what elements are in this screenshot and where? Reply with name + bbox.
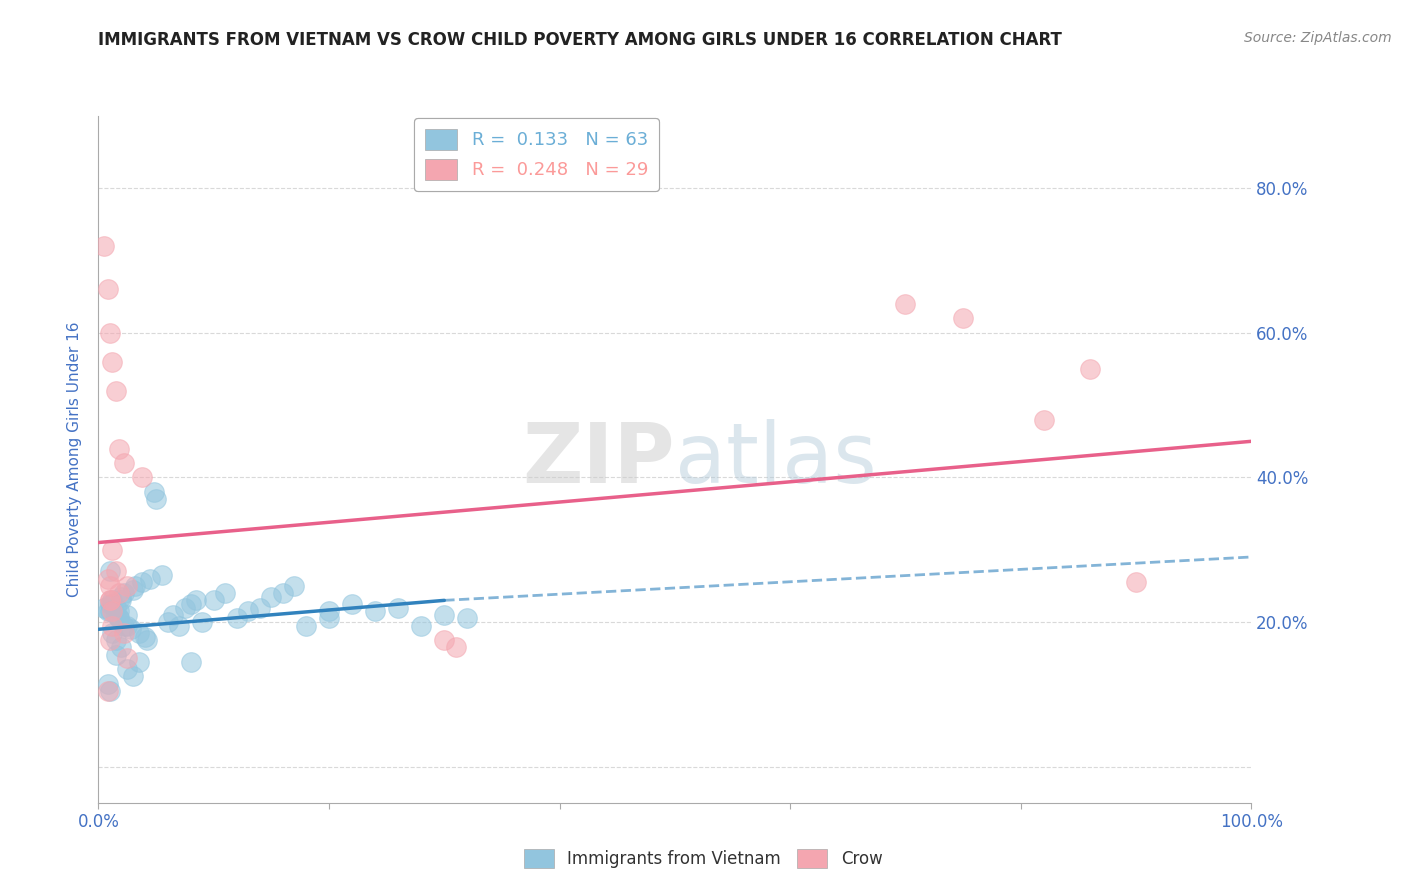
Point: [295, 618, 318, 632]
Point: [191, 615, 214, 629]
Point: [139, 572, 162, 586]
Point: [98, 633, 121, 648]
Point: [117, 579, 139, 593]
Point: [110, 640, 132, 655]
Point: [131, 575, 153, 590]
Point: [444, 640, 467, 655]
Point: [98, 597, 121, 611]
Point: [142, 484, 165, 499]
Point: [433, 633, 456, 648]
Point: [97, 676, 120, 690]
Point: [894, 297, 917, 311]
Point: [156, 615, 179, 629]
Point: [167, 618, 190, 632]
Point: [283, 579, 305, 593]
Point: [93, 239, 115, 253]
Point: [104, 565, 127, 579]
Point: [162, 607, 184, 622]
Point: [318, 611, 340, 625]
Point: [1078, 362, 1101, 376]
Point: [128, 626, 150, 640]
Point: [108, 604, 131, 618]
Point: [131, 470, 153, 484]
Point: [98, 593, 121, 607]
Point: [411, 618, 433, 632]
Point: [952, 311, 974, 326]
Text: Source: ZipAtlas.com: Source: ZipAtlas.com: [1244, 31, 1392, 45]
Point: [104, 384, 127, 398]
Point: [202, 593, 225, 607]
Point: [97, 683, 120, 698]
Point: [238, 604, 260, 618]
Point: [364, 604, 387, 618]
Point: [110, 590, 132, 604]
Point: [112, 626, 135, 640]
Point: [145, 492, 167, 507]
Point: [120, 622, 142, 636]
Point: [122, 669, 145, 683]
Point: [101, 618, 124, 632]
Point: [124, 579, 146, 593]
Point: [249, 600, 271, 615]
Point: [104, 607, 127, 622]
Point: [108, 586, 131, 600]
Point: [122, 582, 145, 597]
Point: [104, 633, 127, 648]
Point: [1125, 575, 1147, 590]
Point: [128, 655, 150, 669]
Point: [135, 633, 157, 648]
Point: [101, 604, 124, 618]
Point: [108, 611, 131, 625]
Point: [93, 600, 115, 615]
Text: ZIP: ZIP: [523, 419, 675, 500]
Point: [271, 586, 294, 600]
Point: [97, 604, 120, 618]
Point: [260, 590, 283, 604]
Point: [98, 565, 121, 579]
Point: [108, 611, 131, 625]
Point: [98, 326, 121, 340]
Point: [108, 442, 131, 456]
Point: [112, 618, 135, 632]
Point: [134, 630, 156, 644]
Point: [117, 662, 139, 676]
Point: [104, 648, 127, 662]
Text: IMMIGRANTS FROM VIETNAM VS CROW CHILD POVERTY AMONG GIRLS UNDER 16 CORRELATION C: IMMIGRANTS FROM VIETNAM VS CROW CHILD PO…: [98, 31, 1063, 49]
Point: [98, 683, 121, 698]
Point: [180, 597, 202, 611]
Point: [98, 593, 121, 607]
Point: [1032, 412, 1054, 426]
Point: [98, 579, 121, 593]
Legend: R =  0.133   N = 63, R =  0.248   N = 29: R = 0.133 N = 63, R = 0.248 N = 29: [413, 118, 659, 191]
Point: [456, 611, 478, 625]
Point: [104, 600, 127, 615]
Point: [174, 600, 197, 615]
Point: [97, 572, 120, 586]
Point: [180, 655, 202, 669]
Point: [101, 597, 124, 611]
Point: [340, 597, 363, 611]
Text: atlas: atlas: [675, 419, 876, 500]
Point: [150, 568, 173, 582]
Point: [101, 626, 124, 640]
Point: [225, 611, 247, 625]
Point: [101, 593, 124, 607]
Point: [97, 283, 120, 297]
Point: [112, 456, 135, 470]
Point: [110, 593, 132, 607]
Point: [98, 604, 121, 618]
Legend: Immigrants from Vietnam, Crow: Immigrants from Vietnam, Crow: [517, 842, 889, 875]
Point: [117, 651, 139, 665]
Point: [101, 542, 124, 557]
Point: [112, 586, 135, 600]
Y-axis label: Child Poverty Among Girls Under 16: Child Poverty Among Girls Under 16: [67, 322, 83, 597]
Point: [318, 604, 340, 618]
Point: [214, 586, 236, 600]
Point: [387, 600, 409, 615]
Point: [117, 618, 139, 632]
Point: [433, 607, 456, 622]
Point: [186, 593, 208, 607]
Point: [117, 607, 139, 622]
Point: [101, 355, 124, 369]
